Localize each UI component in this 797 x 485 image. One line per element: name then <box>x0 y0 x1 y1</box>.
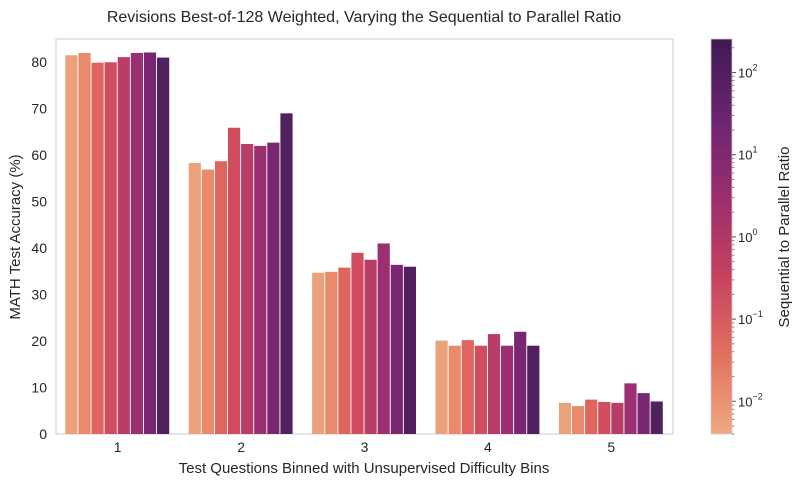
bar <box>104 62 117 435</box>
bar <box>143 52 157 434</box>
bar <box>267 142 280 434</box>
y-tick-label: 60 <box>31 147 47 163</box>
bar <box>390 264 403 434</box>
bar <box>351 252 364 434</box>
bar <box>461 340 474 434</box>
bar <box>91 62 104 434</box>
colorbar-tick-label: 101 <box>738 145 757 163</box>
y-tick-label: 0 <box>39 426 47 442</box>
y-tick-label: 40 <box>31 240 47 256</box>
x-tick-label: 1 <box>114 439 122 455</box>
bar <box>280 113 293 434</box>
y-tick-label: 10 <box>31 380 47 396</box>
y-tick-label: 30 <box>31 287 47 303</box>
bar <box>241 144 254 434</box>
bar <box>364 259 377 434</box>
bar <box>188 163 201 434</box>
colorbar-tick-label: 102 <box>738 63 757 81</box>
bar <box>598 401 611 434</box>
bar <box>228 127 241 434</box>
bar <box>157 57 170 435</box>
colorbar-gradient <box>710 38 733 435</box>
y-tick-label: 80 <box>31 54 47 70</box>
bar <box>527 345 540 434</box>
bar <box>558 402 572 434</box>
x-tick-label: 4 <box>484 439 492 455</box>
plot-area: 0 10 20 30 40 50 60 70 80 1 2 3 4 5 <box>31 38 674 455</box>
y-tick-label: 70 <box>31 101 47 117</box>
y-tick-label: 20 <box>31 333 47 349</box>
bar <box>338 267 351 434</box>
bar <box>377 243 390 434</box>
colorbar-label: Sequential to Parallel Ratio <box>776 147 793 328</box>
bar <box>312 272 325 434</box>
bar <box>435 340 448 434</box>
y-axis-label: MATH Test Accuracy (%) <box>7 154 24 319</box>
bar <box>474 345 487 434</box>
bar <box>325 271 338 434</box>
x-tick-label: 2 <box>237 439 245 455</box>
bar <box>130 52 143 434</box>
bar <box>624 383 637 434</box>
bar <box>487 334 501 434</box>
bar <box>117 57 130 435</box>
bar <box>650 401 663 434</box>
bar <box>78 52 91 434</box>
bar <box>201 169 214 434</box>
bar <box>637 393 650 434</box>
chart-title: Revisions Best-of-128 Weighted, Varying … <box>107 9 621 26</box>
bar <box>448 345 461 434</box>
colorbar-tick-label: 10−2 <box>738 391 763 409</box>
bar <box>585 399 598 434</box>
colorbar: 102 101 100 10−1 10−2 <box>710 38 763 435</box>
bar <box>403 266 416 434</box>
bar <box>501 345 514 434</box>
y-tick-label: 50 <box>31 194 47 210</box>
bar <box>611 402 624 434</box>
bar <box>514 331 527 434</box>
bar <box>65 55 78 434</box>
bar <box>254 145 267 434</box>
colorbar-tick-label: 100 <box>738 227 757 245</box>
colorbar-tick-label: 10−1 <box>738 309 763 327</box>
x-axis-label: Test Questions Binned with Unsupervised … <box>179 460 550 477</box>
x-tick-label: 3 <box>361 439 369 455</box>
x-tick-label: 5 <box>607 439 615 455</box>
bar <box>572 406 585 434</box>
bar <box>214 161 228 434</box>
